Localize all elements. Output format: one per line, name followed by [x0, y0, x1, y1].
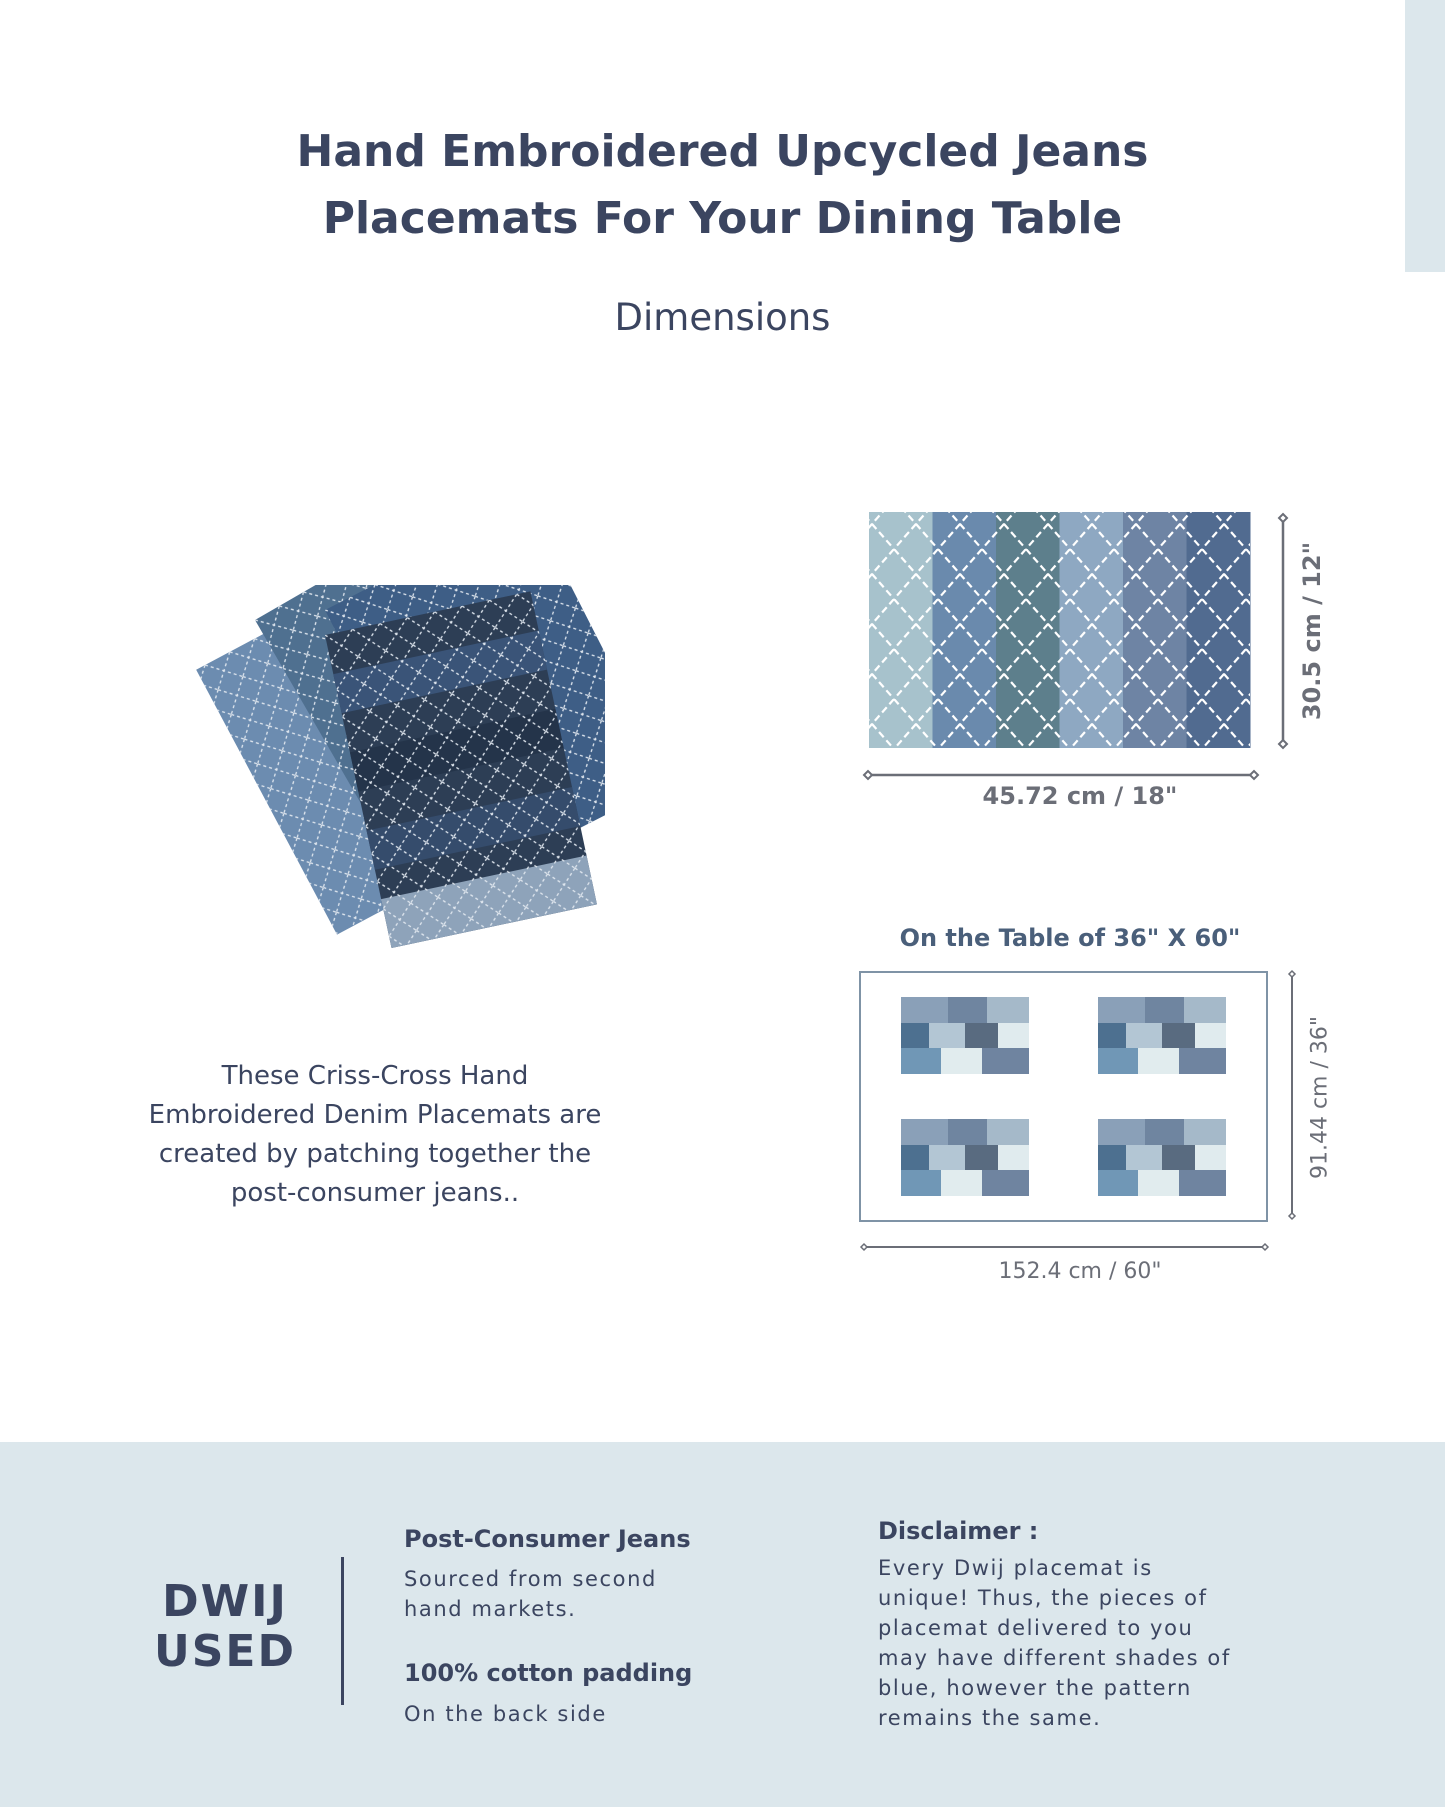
disclaimer-title: Disclaimer :: [878, 1517, 1039, 1545]
description-line: These Criss-Cross Hand: [221, 1061, 529, 1091]
disclaimer-text: Every Dwij placemat is unique! Thus, the…: [878, 1553, 1231, 1733]
feature-text-line: Sourced from second: [404, 1567, 657, 1591]
feature-text: Sourced from second hand markets.: [404, 1564, 657, 1624]
placemat-diagram: [862, 512, 1289, 781]
brand-line: DWIJ: [162, 1576, 288, 1627]
feature-text-line: hand markets.: [404, 1597, 577, 1621]
page-title: Hand Embroidered Upcycled Jeans Placemat…: [0, 118, 1445, 252]
brand-logo: DWIJ USED: [120, 1577, 330, 1677]
disclaimer-line: blue, however the pattern: [878, 1676, 1192, 1700]
brand-line: USED: [154, 1626, 296, 1677]
table-placemat: [901, 997, 1029, 1074]
disclaimer-line: may have different shades of: [878, 1646, 1231, 1670]
feature-text: On the back side: [404, 1702, 607, 1726]
description-line: created by patching together the: [158, 1139, 592, 1169]
disclaimer-line: Every Dwij placemat is: [878, 1556, 1153, 1580]
product-photo: [196, 585, 605, 949]
title-line: Hand Embroidered Upcycled Jeans: [296, 126, 1149, 177]
decorative-strip: [1405, 0, 1445, 272]
table-width-label: 152.4 cm / 60": [998, 1259, 1162, 1284]
table-dimension-lines: [859, 969, 1297, 1252]
product-description: These Criss-Cross Hand Embroidered Denim…: [100, 1057, 650, 1213]
divider: [341, 1557, 344, 1705]
feature-title: Post-Consumer Jeans: [404, 1525, 691, 1553]
description-line: Embroidered Denim Placemats are: [148, 1100, 602, 1130]
description-line: post-consumer jeans..: [230, 1178, 520, 1208]
disclaimer-line: placemat delivered to you: [878, 1616, 1194, 1640]
table-outline: [859, 971, 1268, 1222]
table-placemat: [1098, 1119, 1226, 1196]
title-line: Placemats For Your Dining Table: [322, 193, 1123, 244]
table-placemat: [901, 1119, 1029, 1196]
placemat-height-label: 30.5 cm / 12": [1298, 541, 1326, 721]
placemat-width-label: 45.72 cm / 18": [982, 782, 1178, 810]
section-subtitle: Dimensions: [614, 296, 831, 339]
feature-title: 100% cotton padding: [404, 1659, 693, 1687]
footer: [0, 1442, 1445, 1807]
table-placemat: [1098, 997, 1226, 1074]
disclaimer-line: unique! Thus, the pieces of: [878, 1586, 1208, 1610]
table-diagram-title: On the Table of 36" X 60": [899, 924, 1241, 952]
table-height-label: 91.44 cm / 36": [1307, 1016, 1333, 1180]
disclaimer-line: remains the same.: [878, 1706, 1102, 1730]
